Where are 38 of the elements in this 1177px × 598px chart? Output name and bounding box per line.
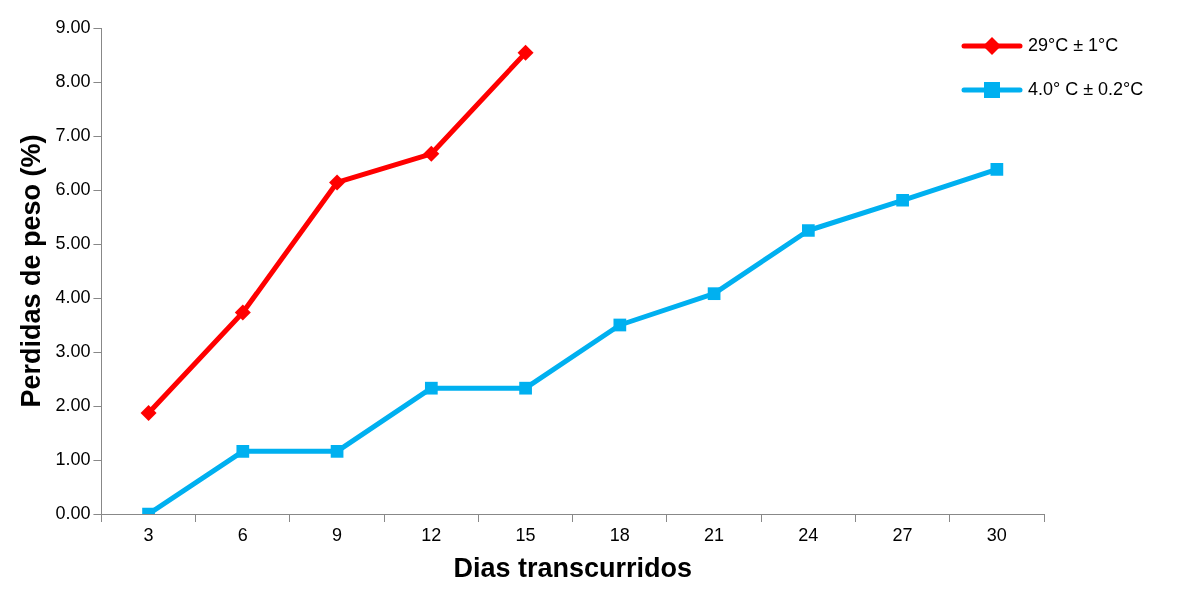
x-tick-label: 30 <box>986 524 1007 545</box>
point <box>707 287 721 301</box>
y-axis-title: Perdidas de peso (%) <box>15 134 46 408</box>
y-tick-label: 7.00 <box>55 124 91 145</box>
point <box>236 445 250 458</box>
x-tick-label: 12 <box>421 524 442 545</box>
x-tick-label: 27 <box>892 524 913 545</box>
x-tick-label: 9 <box>332 524 343 545</box>
y-tick-label: 9.00 <box>55 16 91 37</box>
point <box>234 304 251 321</box>
x-tick-label: 6 <box>237 524 248 545</box>
y-tick-label: 0.00 <box>55 502 91 523</box>
legend-label: 4.0° C ± 0.2°C <box>1028 78 1144 99</box>
y-tick-label: 2.00 <box>55 394 91 415</box>
x-tick-label: 18 <box>609 524 630 545</box>
x-tick-label: 21 <box>704 524 725 545</box>
y-tick-label: 8.00 <box>55 70 91 91</box>
point <box>423 145 440 162</box>
x-tick-label: 24 <box>798 524 819 545</box>
point <box>329 174 346 191</box>
y-tick-label: 3.00 <box>55 340 91 361</box>
x-axis-title: Dias transcurridos <box>453 553 693 584</box>
x-tick-label: 15 <box>515 524 536 545</box>
point <box>424 381 438 395</box>
point <box>519 381 532 395</box>
point <box>896 193 909 207</box>
point <box>330 445 344 458</box>
point <box>801 224 815 237</box>
legend-label: 29°C ± 1°C <box>1028 34 1119 55</box>
y-tick-label: 5.00 <box>55 232 91 253</box>
y-tick-label: 6.00 <box>55 178 91 199</box>
point <box>990 163 1004 176</box>
x-tick-label: 3 <box>143 524 154 545</box>
point <box>613 318 627 332</box>
point <box>140 405 157 422</box>
y-tick-label: 4.00 <box>55 286 91 307</box>
y-tick-label: 1.00 <box>55 448 91 469</box>
point <box>517 44 534 61</box>
